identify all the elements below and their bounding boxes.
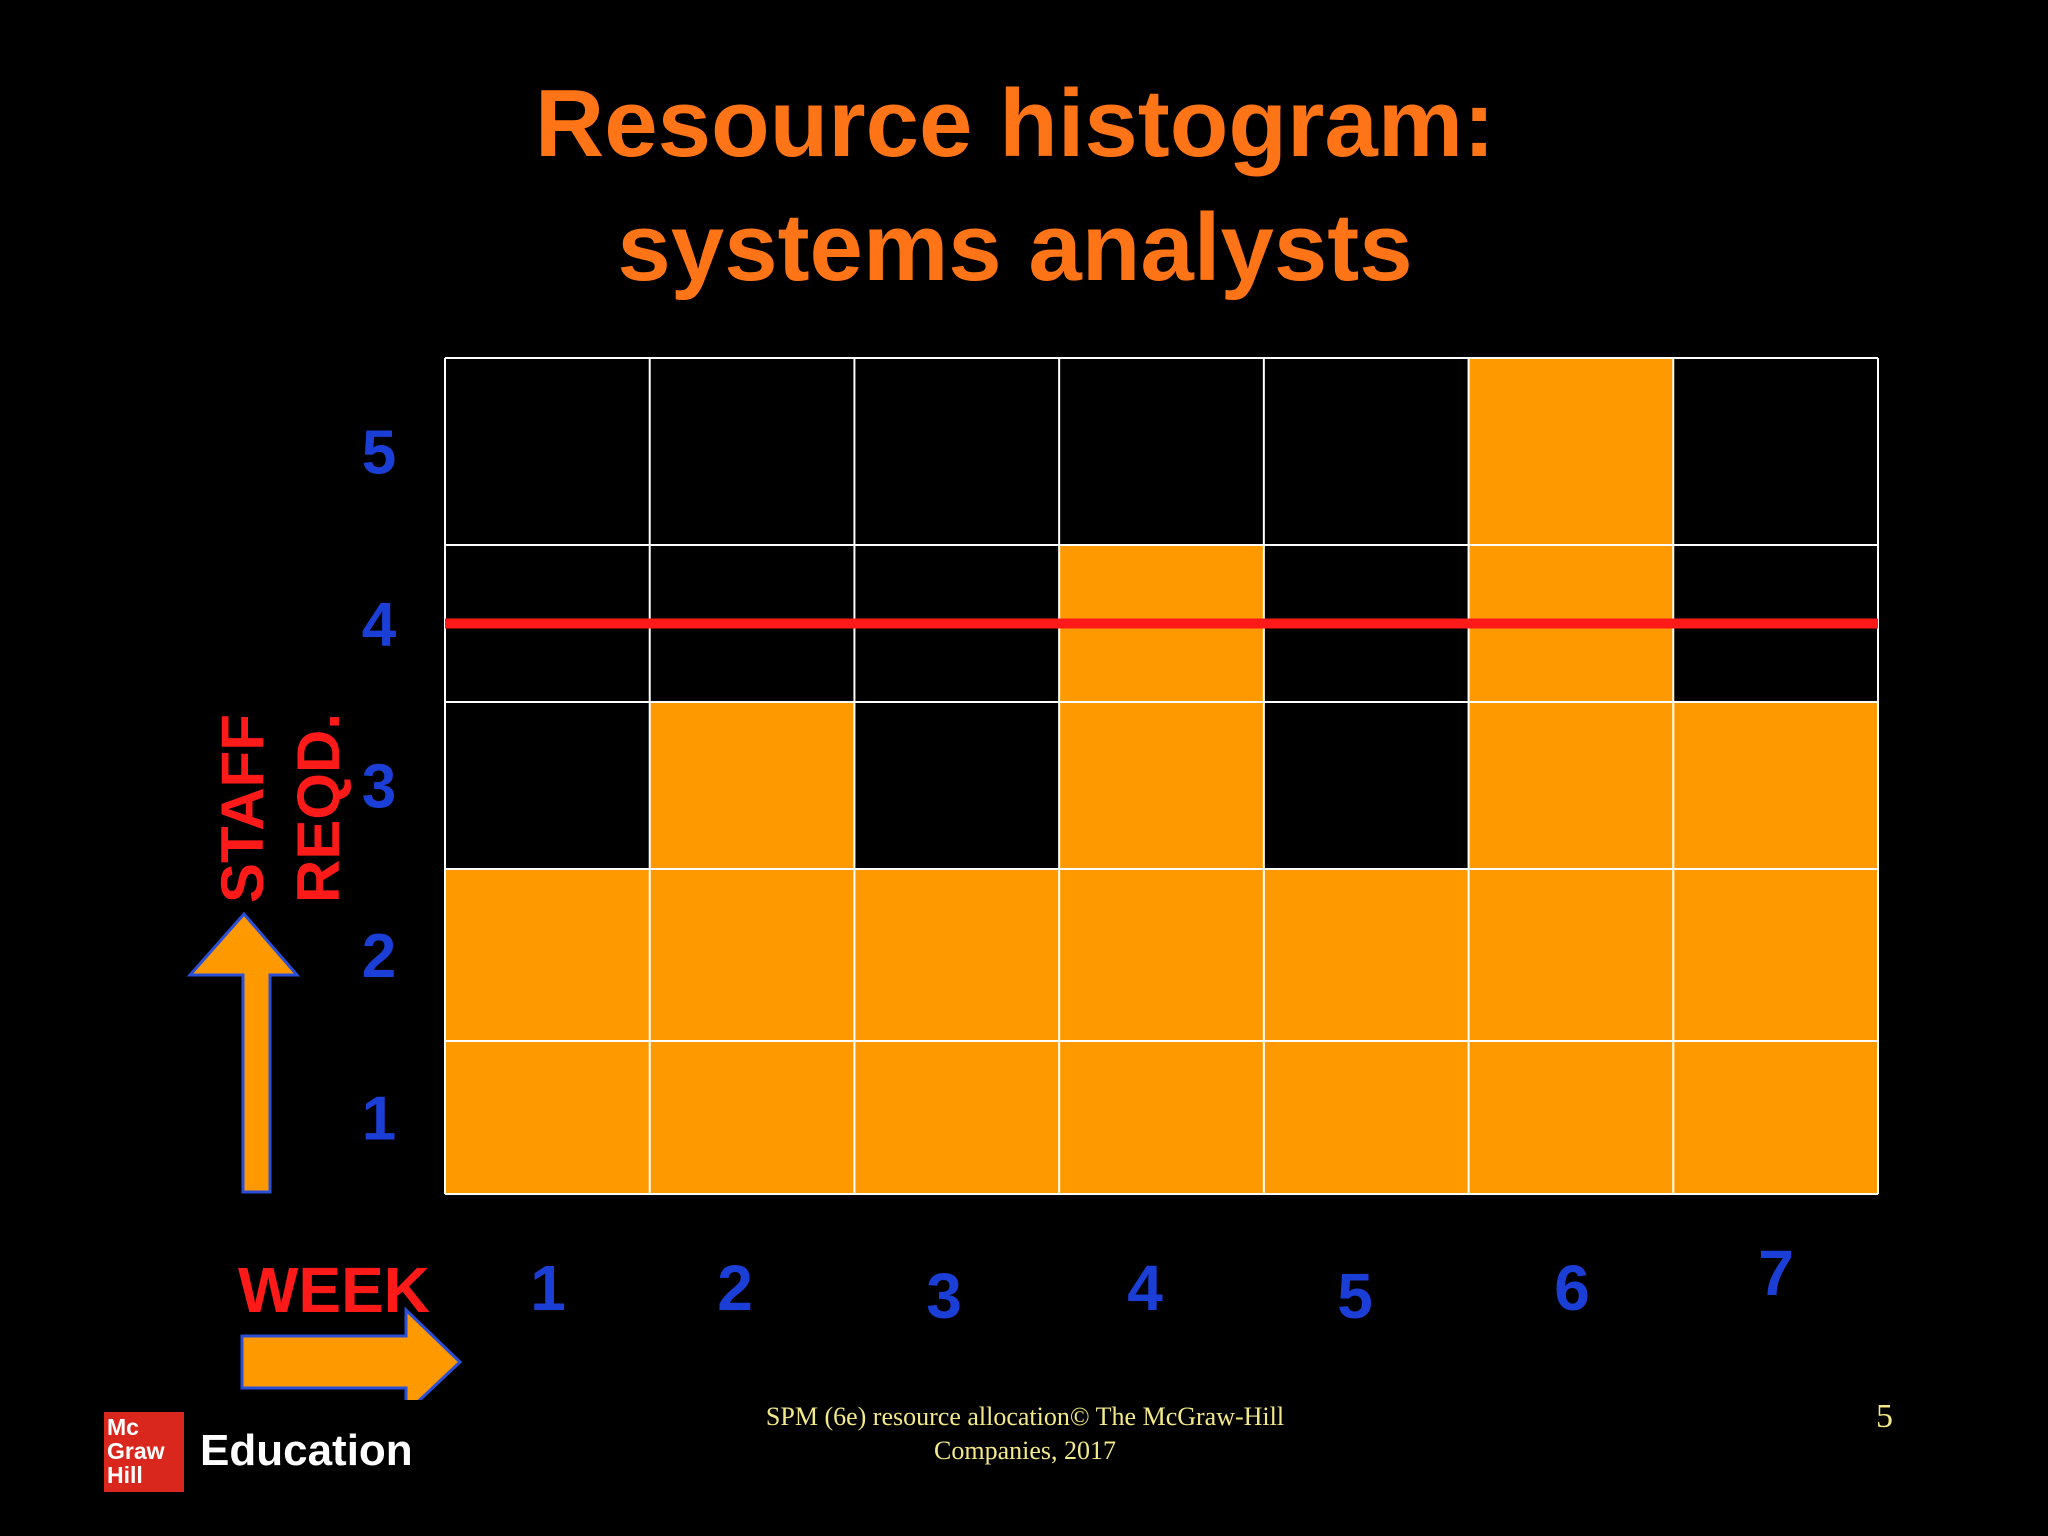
footer-line1: SPM (6e) resource allocation© The McGraw… [765,1402,1285,1431]
y-axis-label-line1: STAFF [209,714,276,903]
bar-week-5 [1263,869,1469,1194]
ticks-layer: 1 2 3 4 5 1 2 3 4 5 6 7 [362,419,1794,1333]
x-tick-label: 5 [1337,1260,1373,1332]
x-tick-label: 6 [1554,1252,1590,1324]
bar-week-7 [1673,702,1878,1194]
slide-footer: SPM (6e) resource allocation© The McGraw… [700,1400,1350,1468]
bar-week-2 [649,702,855,1194]
slide-title-line1: Resource histogram: [534,70,1496,177]
grid-layer [444,357,1879,1195]
x-tick-label: 7 [1758,1237,1794,1309]
logo-mark-line1: Mc [107,1414,139,1440]
x-tick-label: 2 [717,1252,753,1324]
x-tick-label: 3 [926,1260,962,1332]
slide-title-line2: systems analysts [617,194,1413,301]
x-tick-label: 1 [530,1252,566,1324]
logo-mark: Mc Graw Hill [104,1412,184,1492]
bar-week-3 [854,869,1060,1194]
y-tick-label: 4 [362,591,397,660]
resource-histogram-chart: 1 2 3 4 5 1 2 3 4 5 6 7 [186,357,1879,1400]
x-axis-label: WEEK [238,1254,430,1326]
right-arrow-shape [240,1306,463,1400]
up-arrow-icon [186,911,301,1194]
page-number: 5 [1876,1398,1893,1435]
footer-line2: Companies, 2017 [934,1436,1116,1465]
bar-week-6 [1468,358,1674,1194]
y-axis-label: STAFF REQD. [205,713,357,903]
y-axis-label-line2: REQD. [285,712,352,903]
logo-mark-line2: Graw [107,1438,165,1464]
bar-week-1 [445,869,650,1194]
y-tick-label: 1 [362,1085,396,1154]
x-tick-label: 4 [1127,1252,1163,1324]
logo-word: Education [200,1426,413,1475]
logo-mark-line3: Hill [107,1462,143,1488]
slide-title: Resource histogram: systems analysts [0,62,2030,310]
y-tick-label: 2 [362,922,396,991]
bars-layer [445,358,1878,1194]
y-tick-label: 5 [362,419,396,488]
arrows-layer [186,911,463,1400]
y-tick-label: 3 [362,753,396,822]
